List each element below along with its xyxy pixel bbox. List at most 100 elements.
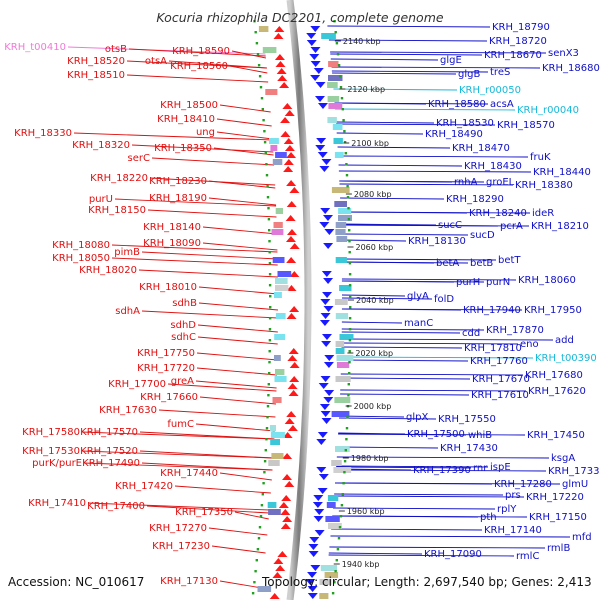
feature-block — [265, 89, 277, 95]
gene-label-left: sdhB — [172, 298, 197, 309]
feature-block — [274, 222, 283, 228]
feature-block — [268, 460, 279, 466]
gene-label-left: KRH_18410 — [157, 114, 215, 125]
feature-block — [319, 593, 328, 599]
feature-block — [334, 138, 343, 144]
tick-dot — [346, 427, 348, 429]
tick-dot — [269, 251, 271, 253]
forward-gene-arrow — [286, 152, 296, 158]
forward-gene-arrow — [273, 33, 283, 39]
reverse-gene-arrow — [308, 544, 318, 550]
gene-label-left: otsA — [145, 56, 167, 67]
feature-block — [328, 103, 342, 109]
tick-dot — [332, 592, 334, 594]
reverse-gene-arrow — [314, 68, 324, 74]
reverse-gene-arrow — [316, 439, 326, 445]
gene-label-right: treS — [490, 67, 510, 78]
feature-block — [336, 236, 347, 242]
forward-gene-arrow — [290, 362, 300, 368]
tick-dot — [345, 438, 347, 440]
forward-gene-arrow — [283, 166, 293, 172]
gene-label-left: KRH_17660 — [140, 392, 198, 403]
connector-line — [142, 311, 278, 318]
gene-label-right: purN — [486, 277, 510, 288]
reverse-gene-arrow — [322, 334, 332, 340]
feature-block — [270, 145, 277, 151]
gene-label-right: KRH_17280 — [494, 479, 552, 490]
gene-label-left: pimB — [114, 247, 140, 258]
feature-block — [327, 502, 336, 508]
tick-dot — [258, 64, 260, 66]
tick-dot — [267, 394, 269, 396]
feature-block — [333, 124, 343, 130]
forward-gene-arrow — [280, 131, 290, 137]
feature-block — [272, 229, 284, 235]
gene-label-left: serC — [128, 153, 150, 164]
reverse-gene-arrow — [320, 320, 330, 326]
gene-label-left: KRH_18010 — [139, 282, 197, 293]
feature-block — [337, 362, 349, 368]
gene-label-right: KRH_18380 — [515, 180, 573, 191]
gene-label-left: KRH_17420 — [115, 481, 173, 492]
gene-label-right: glyA — [407, 291, 429, 302]
tick-dot — [266, 416, 268, 418]
forward-gene-arrow — [277, 551, 287, 557]
tick-dot — [253, 581, 255, 583]
tick-dot — [344, 460, 346, 462]
gene-label-right: betB — [470, 258, 493, 269]
tick-dot — [349, 284, 351, 286]
tick-dot — [269, 328, 271, 330]
tick-dot — [256, 42, 258, 44]
gene-label-left: KRH_18150 — [88, 205, 146, 216]
gene-label-right: betT — [498, 255, 521, 266]
connector-line — [198, 325, 278, 332]
kbp-label: 2140 kbp — [343, 37, 381, 46]
feature-block — [335, 152, 344, 158]
tick-dot — [336, 559, 338, 561]
connector-line — [127, 75, 268, 82]
tick-dot — [267, 207, 269, 209]
gene-label-left: KRH_t00410 — [4, 42, 66, 53]
reverse-gene-arrow — [307, 40, 317, 46]
tick-dot — [260, 515, 262, 517]
tick-dot — [256, 559, 258, 561]
connector-line — [197, 353, 277, 360]
gene-label-left: KRH_18080 — [52, 240, 110, 251]
gene-label-right: pth — [480, 512, 497, 523]
reverse-gene-arrow — [320, 208, 330, 214]
gene-label-right: ispE — [490, 462, 511, 473]
reverse-gene-arrow — [323, 278, 333, 284]
map-title: Kocuria rhizophila DC2201, complete geno… — [156, 10, 443, 25]
tick-dot — [255, 31, 257, 33]
gene-label-right: KRH_18680 — [542, 63, 600, 74]
kbp-label: 2120 kbp — [347, 85, 385, 94]
gene-label-right: groEL — [486, 177, 515, 188]
gene-label-right: glgB — [458, 69, 480, 80]
gene-label-right: KRH_18490 — [425, 129, 483, 140]
gene-label-left: KRH_18560 — [170, 61, 228, 72]
tick-dot — [269, 262, 271, 264]
tick-dot — [348, 372, 350, 374]
forward-gene-arrow — [289, 376, 299, 382]
forward-gene-arrow — [285, 145, 295, 151]
reverse-gene-arrow — [314, 516, 324, 522]
reverse-gene-arrow — [323, 215, 333, 221]
gene-label-right: eno — [520, 339, 539, 350]
connector-line — [139, 270, 278, 277]
feature-block — [336, 313, 348, 319]
reverse-gene-arrow — [315, 96, 325, 102]
tick-dot — [348, 383, 350, 385]
reverse-gene-arrow — [318, 103, 328, 109]
feature-block — [278, 271, 292, 277]
tick-dot — [264, 141, 266, 143]
reverse-gene-arrow — [324, 229, 334, 235]
tick-dot — [349, 295, 351, 297]
gene-label-left: KRH_17720 — [137, 363, 195, 374]
feature-block — [335, 446, 350, 452]
tick-dot — [346, 416, 348, 418]
connector-line — [199, 303, 278, 310]
connector-line — [140, 451, 273, 458]
tick-dot — [265, 438, 267, 440]
tick-dot — [262, 482, 264, 484]
tick-dot — [269, 284, 271, 286]
